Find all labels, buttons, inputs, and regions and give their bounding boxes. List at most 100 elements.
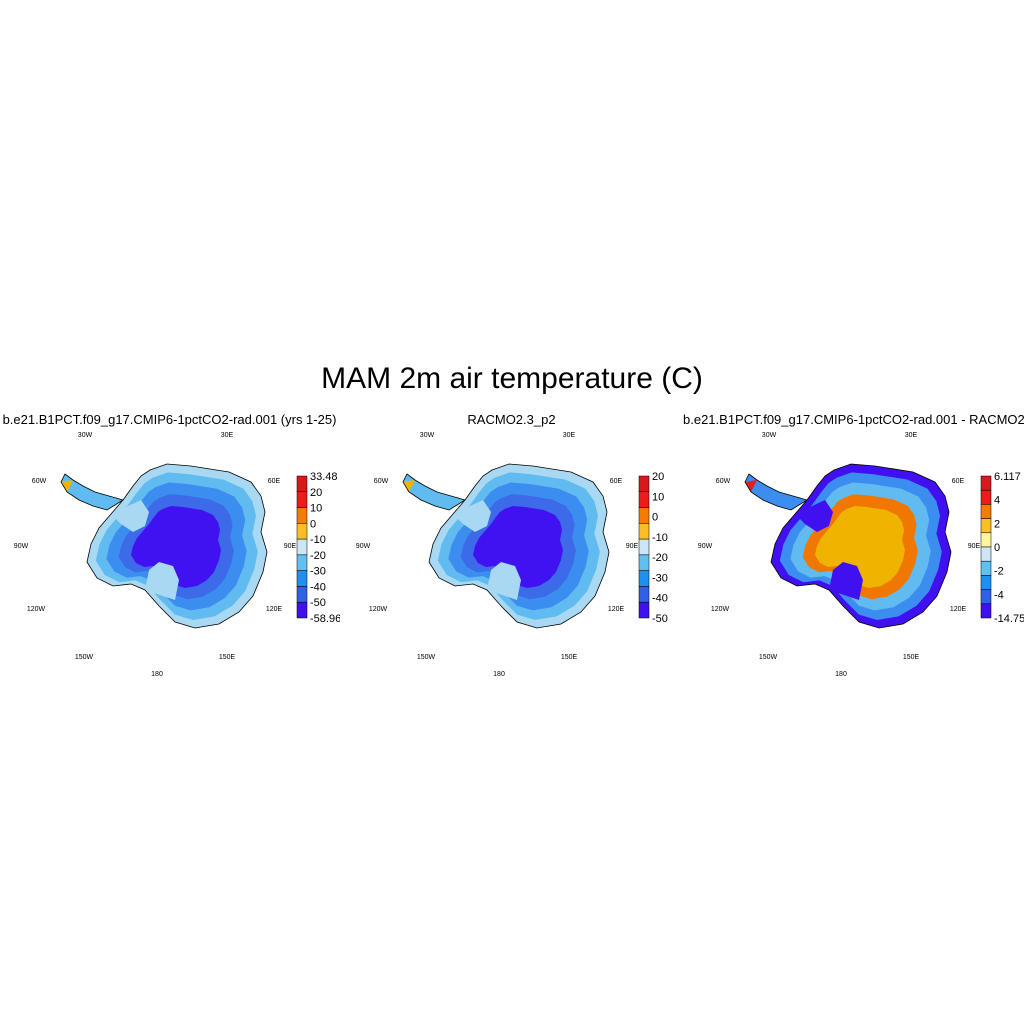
lon-label-120w: 120W [369, 606, 388, 613]
lon-label-90e: 90E [626, 543, 639, 550]
antarctica-field [402, 463, 610, 629]
panel-title: RACMO2.3_p2 [467, 412, 556, 427]
colorbar-label: -30 [652, 572, 668, 584]
colorbar-segment [638, 507, 650, 524]
colorbar-label: -4 [994, 589, 1004, 601]
lon-label-90w: 90W [698, 543, 713, 550]
lon-label-120w: 120W [27, 606, 46, 613]
lon-label-90w: 90W [14, 543, 29, 550]
lon-label-30w: 30W [762, 432, 777, 439]
colorbar-label: 20 [310, 487, 322, 499]
field-band [815, 506, 905, 588]
colorbar-segment [296, 586, 308, 603]
colorbar-label: 10 [652, 491, 664, 503]
colorbar-segment [980, 603, 992, 619]
colorbar-segment [980, 518, 992, 534]
ross-ice-shelf [829, 562, 863, 600]
peninsula [61, 474, 123, 510]
panel-model: b.e21.B1PCT.f09_g17.CMIP6-1pctCO2-rad.00… [0, 408, 340, 688]
lon-label-120w: 120W [711, 606, 730, 613]
antarctica-field [60, 463, 268, 629]
colorbar-segment [980, 532, 992, 548]
lon-label-60w: 60W [32, 478, 47, 485]
lon-label-120e: 120E [608, 606, 625, 613]
colorbar-label: 2 [994, 518, 1000, 530]
lon-label-120e: 120E [266, 606, 283, 613]
lon-label-180: 180 [151, 671, 163, 678]
colorbar-segment [296, 570, 308, 587]
colorbar-label: -10 [652, 532, 668, 544]
colorbar-segment [296, 475, 308, 493]
colorbar-segment [980, 546, 992, 562]
colorbar-label: -50 [652, 613, 668, 625]
lon-label-150e: 150E [219, 654, 236, 661]
colorbar-segment [638, 523, 650, 540]
colorbar-label: -20 [652, 552, 668, 564]
lon-label-150e: 150E [561, 654, 578, 661]
colorbar-segment [980, 489, 992, 505]
colorbar-label: -50 [310, 597, 326, 609]
coastal-warm-patch [403, 480, 415, 492]
colorbar-label: -20 [310, 550, 326, 562]
coastline [402, 463, 610, 629]
weddell-ice-shelf [795, 500, 833, 532]
lon-label-30w: 30W [420, 432, 435, 439]
coastline [60, 463, 268, 629]
colorbar-label: 0 [652, 512, 658, 524]
lon-label-180: 180 [835, 671, 847, 678]
colorbar-label: -58.96 [310, 613, 340, 625]
lon-label-150w: 150W [417, 654, 436, 661]
panel-title: b.e21.B1PCT.f09_g17.CMIP6-1pctCO2-rad.00… [683, 412, 1024, 427]
panel-racmo: RACMO2.3_p2 30W 30E 60W 60E 90W 90E 120W 120E 15… [341, 408, 682, 688]
colorbar-segment [980, 504, 992, 519]
colorbar-segment [638, 570, 650, 587]
colorbar-label: 10 [310, 503, 322, 515]
lon-label-150w: 150W [759, 654, 778, 661]
colorbar-segment [638, 554, 650, 571]
polar-map: 30W 30E 60W 60E 90W 90E 120W 120E 150W 150E 180 33.… [14, 432, 340, 678]
colorbar-label: -40 [652, 593, 668, 605]
colorbar-segment [296, 507, 308, 524]
antarctica-field [744, 463, 952, 629]
colorbar-label: -40 [310, 581, 326, 593]
colorbar-segment [296, 554, 308, 571]
field-band [473, 506, 563, 588]
ross-ice-shelf [487, 562, 521, 600]
lon-label-150e: 150E [903, 654, 920, 661]
colorbar-segment [980, 475, 992, 491]
colorbar-segment [638, 586, 650, 603]
lon-label-60e: 60E [610, 478, 623, 485]
colorbar-segment [296, 523, 308, 540]
lon-label-30e: 30E [905, 432, 918, 439]
polar-map: 30W 30E 60W 60E 90W 90E 120W 120E 150W 150E 180 20 1… [356, 432, 668, 678]
colorbar-label: -10 [310, 534, 326, 546]
colorbar-segment [638, 601, 650, 619]
coastal-warm-patch [61, 480, 73, 492]
field-band [131, 506, 221, 588]
lon-label-90e: 90E [968, 543, 981, 550]
lon-label-60e: 60E [268, 478, 281, 485]
lon-label-90e: 90E [284, 543, 297, 550]
polar-map: 30W 30E 60W 60E 90W 90E 120W 120E 150W 150E 180 6.1… [698, 432, 1024, 678]
colorbar-segment [980, 589, 992, 605]
colorbar-segment [296, 601, 308, 619]
colorbar-label: 0 [310, 518, 316, 530]
coastline [744, 463, 952, 629]
main-title: MAM 2m air temperature (C) [321, 362, 703, 395]
colorbar-segment [980, 560, 992, 576]
lon-label-60e: 60E [952, 478, 965, 485]
lon-label-30e: 30E [563, 432, 576, 439]
colorbar-label: -14.759 [994, 613, 1024, 625]
colorbar-segment [638, 491, 650, 508]
colorbar: 20 10 0 -10 -20 -30 -40 -50 [638, 471, 668, 625]
colorbar-label: -30 [310, 566, 326, 578]
peninsula [403, 474, 465, 510]
colorbar-segment [296, 538, 308, 556]
colorbar: 6.117 4 2 0 -2 -4 -14.759 [980, 471, 1024, 625]
colorbar-segment [638, 475, 650, 493]
weddell-ice-shelf [453, 500, 491, 532]
peninsula [745, 474, 807, 510]
colorbar-label: 6.117 [994, 471, 1021, 483]
colorbar-label: 33.48 [310, 471, 338, 483]
colorbar-segment [980, 575, 992, 590]
